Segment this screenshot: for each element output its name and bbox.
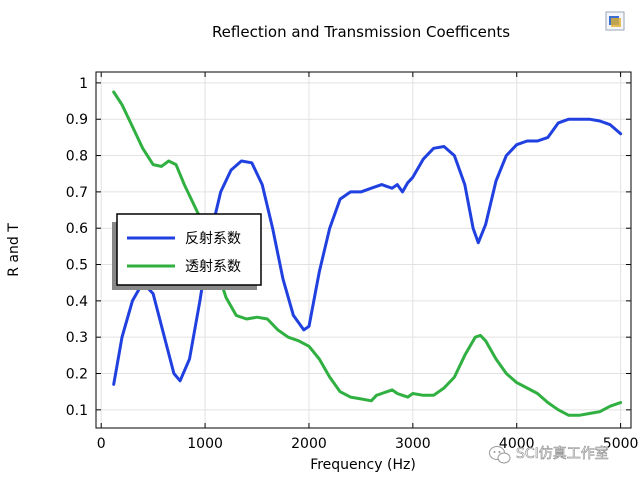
chart-title: Reflection and Transmission Coefficents	[212, 23, 510, 41]
x-tick-label: 3000	[395, 436, 431, 452]
x-tick-label: 4000	[499, 436, 535, 452]
series-line-0	[112, 117, 623, 386]
y-tick-label: 1	[79, 76, 88, 92]
watermark: SCI仿真工作室	[489, 445, 609, 464]
y-tick-label: 0.1	[66, 403, 88, 419]
y-tick-label: 0.8	[66, 149, 88, 165]
legend: 反射系数 透射系数	[112, 213, 262, 290]
x-axis-label: Frequency (Hz)	[310, 457, 416, 473]
y-tick-label: 0.4	[66, 294, 88, 310]
y-tick-label: 0.5	[66, 258, 88, 274]
y-axis-label: R and T	[6, 223, 22, 277]
series-line-1	[112, 90, 623, 417]
x-tick-label: 2000	[291, 436, 327, 452]
x-tick-label: 5000	[603, 436, 639, 452]
legend-box	[116, 213, 262, 286]
series-group	[112, 90, 623, 417]
legend-label-transmission: 透射系数	[185, 259, 241, 275]
legend-label-reflection: 反射系数	[185, 231, 241, 247]
y-tick-label: 0.6	[66, 221, 88, 237]
axis-ticks: 0 1000 2000 3000 4000 5000 0.1 0.2 0.3 0.4 0.5 0.6 0…	[66, 72, 639, 452]
watermark-text: SCI仿真工作室	[516, 445, 609, 462]
y-tick-label: 0.7	[66, 185, 88, 201]
x-tick-label: 1000	[187, 436, 223, 452]
y-tick-label: 0.2	[66, 367, 88, 383]
y-tick-label: 0.3	[66, 330, 88, 346]
x-tick-label: 0	[97, 436, 106, 452]
corner-logo-icon	[605, 11, 625, 31]
wechat-icon	[489, 446, 511, 464]
y-tick-label: 0.9	[66, 112, 88, 128]
